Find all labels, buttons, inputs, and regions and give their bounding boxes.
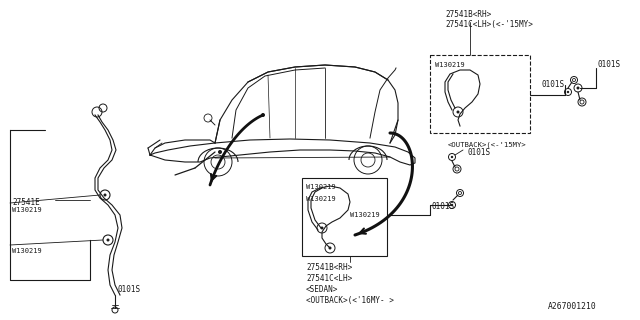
Circle shape <box>451 156 453 158</box>
Circle shape <box>261 113 265 117</box>
Text: W130219: W130219 <box>350 212 380 218</box>
Text: <OUTBACK>(<'16MY- >: <OUTBACK>(<'16MY- > <box>306 296 394 305</box>
Text: <OUTBACK>(<-'15MY>: <OUTBACK>(<-'15MY> <box>448 142 527 148</box>
Text: W130219: W130219 <box>435 62 465 68</box>
Circle shape <box>106 238 109 242</box>
Text: 27541B<RH>: 27541B<RH> <box>306 263 352 272</box>
Text: A267001210: A267001210 <box>548 302 596 311</box>
Text: <SEDAN>: <SEDAN> <box>306 285 339 294</box>
Text: 0101S: 0101S <box>118 285 141 294</box>
Bar <box>302 178 387 256</box>
Text: 0101S: 0101S <box>597 60 620 69</box>
Text: 0101S: 0101S <box>542 80 565 89</box>
Circle shape <box>451 204 453 206</box>
Circle shape <box>577 86 579 90</box>
Bar <box>430 55 530 133</box>
Text: 0101S: 0101S <box>467 148 490 157</box>
Text: W130219: W130219 <box>306 184 336 190</box>
Text: 27541C<LH>(<-'15MY>: 27541C<LH>(<-'15MY> <box>445 20 533 29</box>
Circle shape <box>567 91 569 93</box>
Circle shape <box>321 227 323 229</box>
Text: 27541E: 27541E <box>12 198 40 207</box>
Text: W130219: W130219 <box>306 196 336 202</box>
Text: W130219: W130219 <box>12 207 42 213</box>
Text: W130219: W130219 <box>12 248 42 254</box>
Text: 27541B<RH>: 27541B<RH> <box>445 10 492 19</box>
Text: 27541C<LH>: 27541C<LH> <box>306 274 352 283</box>
Circle shape <box>328 246 332 250</box>
Text: 0101S: 0101S <box>432 202 455 211</box>
Circle shape <box>104 194 106 196</box>
Circle shape <box>218 150 222 154</box>
Circle shape <box>456 110 460 114</box>
